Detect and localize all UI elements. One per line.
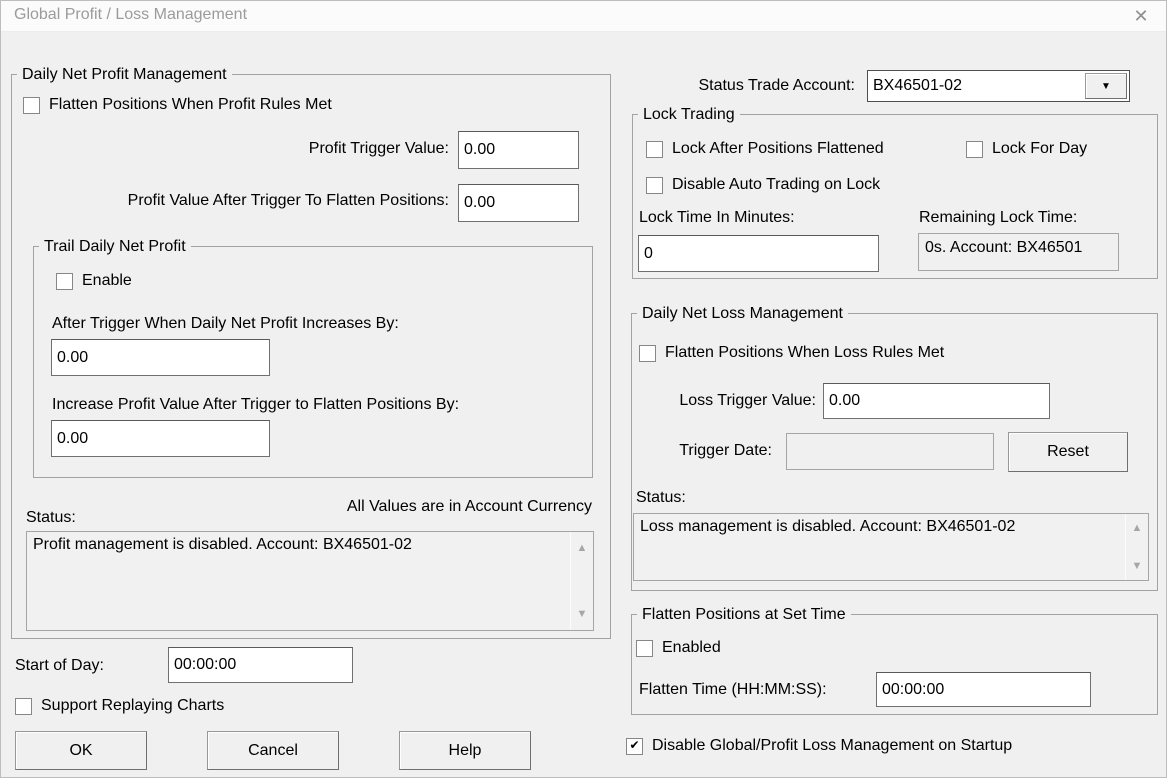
checkbox-box: [646, 140, 663, 158]
checkbox-flatten-enabled[interactable]: Enabled: [636, 639, 721, 657]
flatten-time-input[interactable]: [876, 672, 1091, 707]
reset-button-label: Reset: [1047, 443, 1089, 460]
profit-status-text: Profit management is disabled. Account: …: [33, 536, 412, 553]
remaining-lock-time-field: 0s. Account: BX46501: [918, 233, 1119, 271]
remaining-lock-time-label: Remaining Lock Time:: [919, 209, 1078, 226]
profit-status-label: Status:: [26, 509, 76, 526]
loss-status-label: Status:: [636, 489, 686, 506]
trigger-date-label: Trigger Date:: [679, 442, 772, 459]
scroll-up-icon[interactable]: ▲: [576, 542, 588, 554]
checkbox-lock-after-flattened[interactable]: Lock After Positions Flattened: [646, 140, 884, 158]
checkbox-label: Flatten Positions When Profit Rules Met: [49, 96, 332, 113]
start-of-day-label: Start of Day:: [15, 657, 104, 674]
loss-status-text: Loss management is disabled. Account: BX…: [640, 518, 1016, 535]
checkbox-lock-for-day[interactable]: Lock For Day: [966, 140, 1087, 158]
start-of-day-input[interactable]: [168, 647, 353, 683]
flatten-at-set-time-group: Flatten Positions at Set Time: [631, 605, 1158, 715]
checkbox-flatten-loss-rules[interactable]: Flatten Positions When Loss Rules Met: [639, 344, 944, 362]
checkbox-label: Lock For Day: [992, 140, 1088, 157]
window-title: Global Profit / Loss Management: [14, 6, 248, 23]
checkbox-label: Disable Auto Trading on Lock: [672, 176, 881, 193]
scroll-down-icon[interactable]: ▼: [1131, 560, 1143, 572]
checkbox-box: ✔: [626, 737, 643, 755]
cancel-button[interactable]: Cancel: [207, 731, 339, 770]
checkbox-box: [646, 176, 663, 194]
help-button[interactable]: Help: [399, 731, 531, 770]
remaining-lock-time-value: 0s. Account: BX46501: [925, 239, 1083, 256]
trade-account-value: BX46501-02: [873, 77, 962, 94]
trail-group-title: Trail Daily Net Profit: [39, 237, 191, 256]
close-button[interactable]: ✕: [1124, 2, 1158, 30]
profit-after-trigger-label: Profit Value After Trigger To Flatten Po…: [127, 192, 449, 209]
close-icon: ✕: [1133, 5, 1149, 26]
trail-daily-net-profit-group: Trail Daily Net Profit: [33, 237, 593, 478]
profit-trigger-value-input[interactable]: [458, 131, 579, 169]
checkbox-box: [56, 272, 73, 290]
checkbox-label: Disable Global/Profit Loss Management on…: [652, 737, 1013, 754]
currency-note: All Values are in Account Currency: [346, 498, 592, 515]
checkbox-label: Enabled: [662, 639, 721, 656]
trail-increase-after-input[interactable]: [51, 420, 270, 457]
profit-after-trigger-input[interactable]: [458, 184, 579, 222]
flatten-time-label: Flatten Time (HH:MM:SS):: [639, 681, 827, 698]
loss-trigger-value-input[interactable]: [823, 383, 1050, 419]
ok-button-label: OK: [69, 741, 93, 759]
checkbox-label: Enable: [82, 272, 132, 289]
checkbox-trail-enable[interactable]: Enable: [56, 272, 132, 290]
checkbox-box: [639, 344, 656, 362]
trail-increases-input[interactable]: [51, 339, 270, 376]
checkbox-label: Lock After Positions Flattened: [672, 140, 884, 157]
trigger-date-field: [786, 433, 994, 470]
flatten-at-set-time-group-title: Flatten Positions at Set Time: [637, 605, 851, 624]
daily-net-loss-group: Daily Net Loss Management: [631, 304, 1158, 591]
checkbox-support-replaying[interactable]: Support Replaying Charts: [15, 697, 224, 715]
loss-status-box: Loss management is disabled. Account: BX…: [633, 513, 1149, 581]
lock-time-input[interactable]: [638, 235, 879, 272]
scrollbar-rail: [1125, 514, 1148, 580]
lock-trading-group-title: Lock Trading: [638, 105, 740, 124]
help-button-label: Help: [448, 741, 482, 759]
daily-net-profit-group-title: Daily Net Profit Management: [17, 65, 232, 84]
checkbox-box: [966, 140, 983, 158]
checkbox-label: Flatten Positions When Loss Rules Met: [665, 344, 945, 361]
loss-trigger-value-label: Loss Trigger Value:: [679, 392, 816, 409]
trail-increase-after-label: Increase Profit Value After Trigger to F…: [52, 396, 460, 413]
dropdown-button[interactable]: ▼: [1085, 73, 1127, 99]
scroll-up-icon[interactable]: ▲: [1131, 522, 1143, 534]
scrollbar-rail: [570, 532, 593, 630]
lock-trading-group: Lock Trading: [632, 105, 1158, 279]
chevron-down-icon: ▼: [1101, 80, 1111, 92]
ok-button[interactable]: OK: [15, 731, 147, 770]
checkbox-box: [23, 96, 40, 114]
checkbox-flatten-profit-rules[interactable]: Flatten Positions When Profit Rules Met: [23, 96, 332, 114]
checkbox-disable-on-startup[interactable]: ✔ Disable Global/Profit Loss Management …: [626, 737, 1012, 755]
checkbox-label: Support Replaying Charts: [41, 697, 225, 714]
reset-button[interactable]: Reset: [1008, 432, 1128, 472]
daily-net-loss-group-title: Daily Net Loss Management: [637, 304, 848, 323]
status-trade-account-label: Status Trade Account:: [698, 77, 855, 94]
titlebar: Global Profit / Loss Management ✕: [1, 1, 1166, 32]
lock-time-label: Lock Time In Minutes:: [639, 209, 795, 226]
profit-trigger-value-label: Profit Trigger Value:: [308, 140, 449, 157]
profit-status-box: Profit management is disabled. Account: …: [26, 531, 594, 631]
checkbox-box: [636, 639, 653, 657]
checkbox-disable-auto-trading[interactable]: Disable Auto Trading on Lock: [646, 176, 880, 194]
checkbox-box: [15, 697, 32, 715]
daily-net-profit-group: Daily Net Profit Management: [11, 65, 611, 639]
trade-account-dropdown[interactable]: BX46501-02 ▼: [867, 70, 1130, 102]
cancel-button-label: Cancel: [248, 741, 298, 759]
scroll-down-icon[interactable]: ▼: [576, 608, 588, 620]
trail-increases-label: After Trigger When Daily Net Profit Incr…: [52, 315, 399, 332]
